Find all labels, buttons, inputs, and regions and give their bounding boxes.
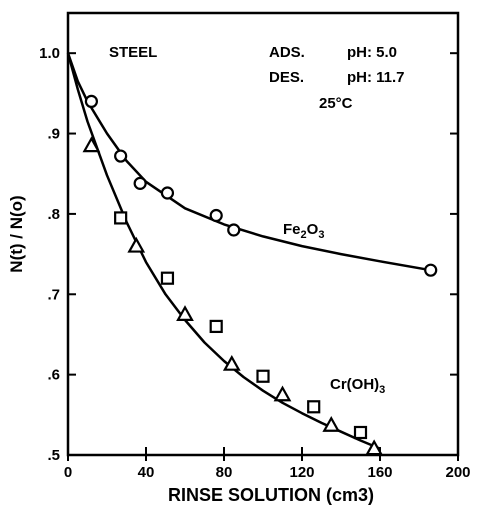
triangle-marker-2-6 xyxy=(365,439,384,456)
x-axis-label: RINSE SOLUTION (cm3) xyxy=(168,485,374,505)
x-tick-label-4: 160 xyxy=(367,464,392,481)
x-tick-label-3: 120 xyxy=(289,464,314,481)
square-marker-1-2 xyxy=(209,319,223,334)
y-tick-label-4: .9 xyxy=(47,126,60,143)
y-axis-label: N(t) / N(o) xyxy=(7,195,26,272)
y-tick-label-0: .5 xyxy=(47,447,60,464)
square-marker-1-1 xyxy=(160,271,175,285)
data-markers xyxy=(82,94,438,456)
x-tick-label-5: 200 xyxy=(445,464,470,481)
y-tick-label-3: .8 xyxy=(47,206,60,223)
circle-marker-0-0 xyxy=(84,94,99,109)
y-tick-label-2: .7 xyxy=(47,286,60,303)
square-marker-1-0 xyxy=(114,211,128,225)
triangle-marker-2-2 xyxy=(176,305,194,321)
square-marker-1-3 xyxy=(256,369,270,383)
axis-ticks: 0 40 80 120 160 200 .5 .6 .7 .8 .9 1.0 xyxy=(39,45,470,481)
x-tick-label-2: 80 xyxy=(216,464,233,481)
annotation-ads-ph: pH: 5.0 xyxy=(347,44,397,61)
triangle-marker-2-0 xyxy=(82,136,101,153)
circle-marker-0-6 xyxy=(424,263,438,277)
annotation-des: DES. xyxy=(269,69,304,86)
circle-marker-0-3 xyxy=(160,186,175,200)
x-tick-label-0: 0 xyxy=(64,464,72,481)
circle-marker-0-2 xyxy=(133,176,147,190)
annotation-ads: ADS. xyxy=(269,44,305,61)
square-marker-1-4 xyxy=(307,400,321,414)
triangle-marker-2-3 xyxy=(222,354,241,371)
annotation-material: STEEL xyxy=(109,44,157,61)
triangle-marker-2-4 xyxy=(273,385,292,402)
label-croh3: Cr(OH)3 xyxy=(330,376,385,396)
triangle-marker-2-5 xyxy=(322,416,341,432)
y-tick-label-5: 1.0 xyxy=(39,45,60,62)
y-tick-label-1: .6 xyxy=(47,367,60,384)
label-fe2o3: Fe2O3 xyxy=(283,221,324,241)
circle-marker-0-4 xyxy=(209,208,223,223)
annotation-des-ph: pH: 11.7 xyxy=(347,69,405,86)
x-tick-label-1: 40 xyxy=(138,464,155,481)
circle-marker-0-1 xyxy=(114,149,128,163)
square-marker-1-5 xyxy=(353,425,368,440)
circle-marker-0-5 xyxy=(227,223,241,237)
triangle-marker-2-1 xyxy=(127,236,146,253)
fit-curve-1 xyxy=(66,52,381,450)
plot-frame xyxy=(66,11,460,457)
annotation-temp: 25°C xyxy=(319,95,353,112)
